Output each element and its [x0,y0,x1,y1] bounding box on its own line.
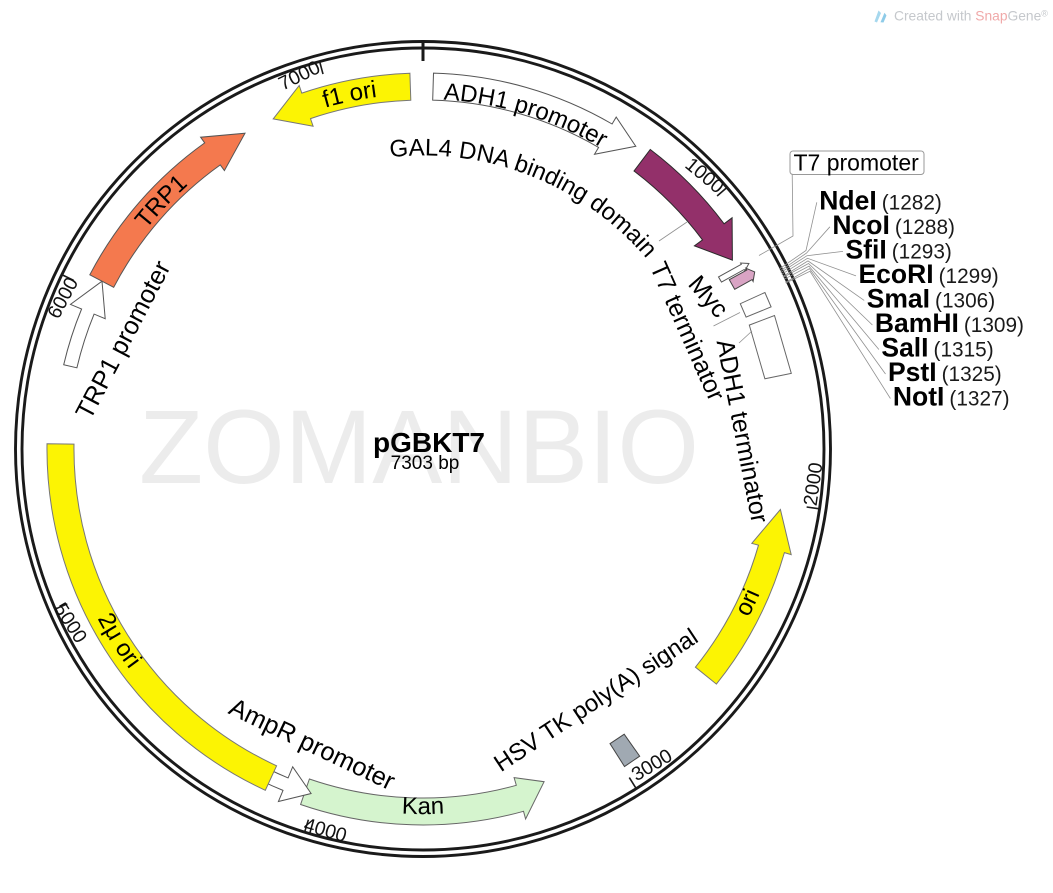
svg-text:pGBKT7: pGBKT7 [373,427,485,458]
svg-text:T7 promoter: T7 promoter [794,150,920,176]
svg-text:BamHI(1309): BamHI (1309) [875,308,1024,338]
svg-text:Kan: Kan [401,793,444,821]
svg-text:7303 bp: 7303 bp [391,453,460,474]
svg-text:ZOMANBIO: ZOMANBIO [139,389,699,506]
svg-text:Created with SnapGene®: Created with SnapGene® [894,9,1048,24]
